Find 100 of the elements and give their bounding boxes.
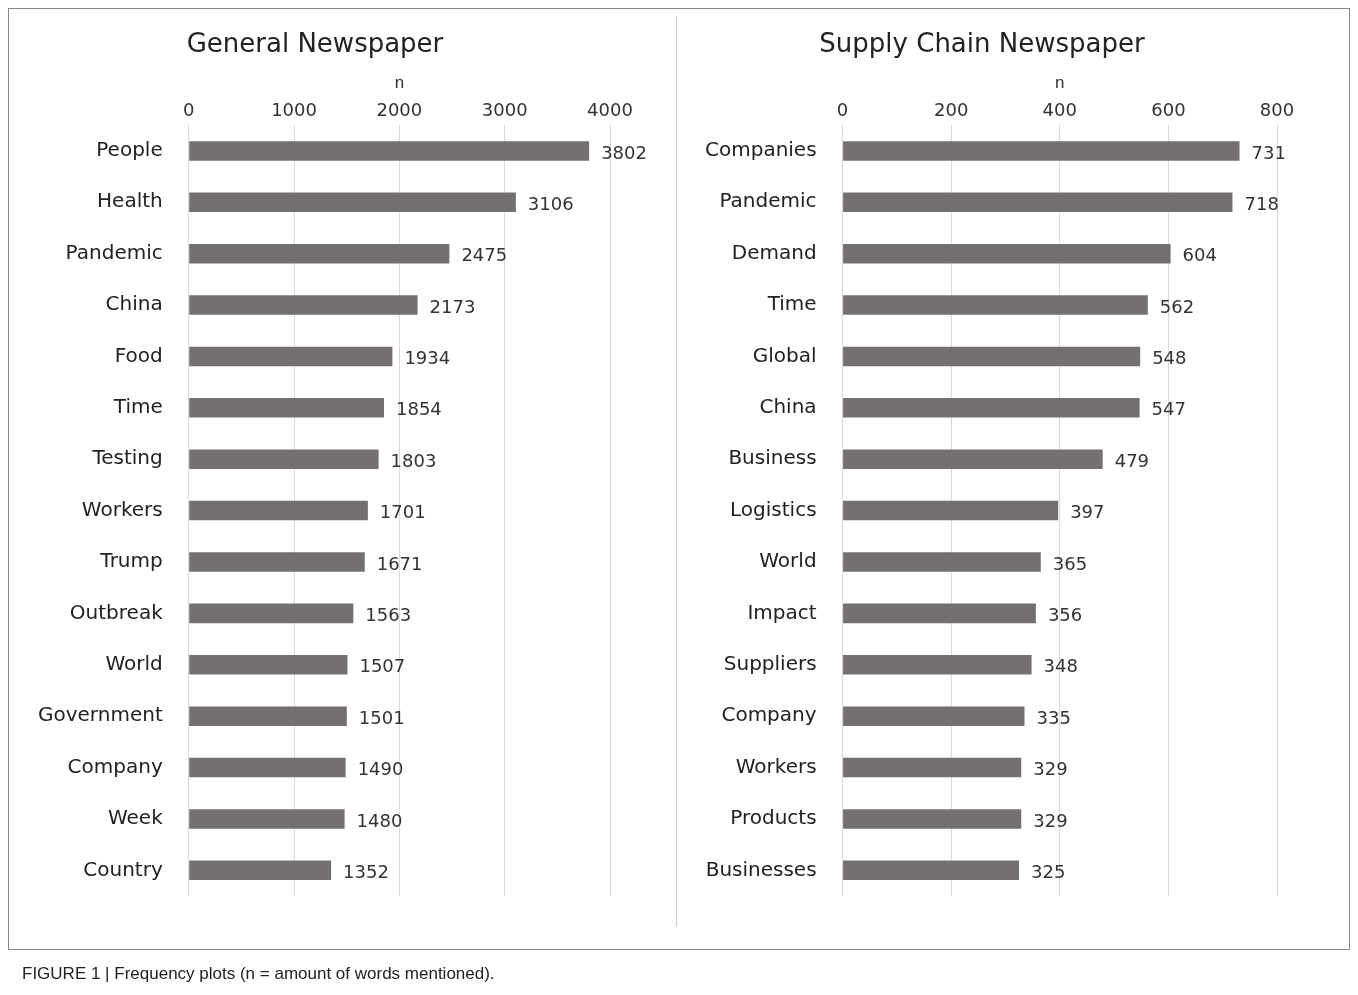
data-label: 335 xyxy=(1036,706,1071,728)
bar xyxy=(843,346,1141,367)
bar xyxy=(189,552,365,572)
y-tick-label: Health xyxy=(97,188,163,213)
y-tick-label: World xyxy=(759,548,817,573)
data-label: 348 xyxy=(1043,655,1078,677)
y-tick-label: Testing xyxy=(91,445,163,470)
bar xyxy=(189,500,368,521)
data-label: 731 xyxy=(1251,141,1286,163)
x-tick-label: 1000 xyxy=(271,99,317,121)
y-tick-label: Impact xyxy=(747,599,817,624)
bar xyxy=(843,398,1140,418)
bar xyxy=(189,757,346,778)
y-tick-label: Government xyxy=(37,702,163,727)
bar xyxy=(843,552,1041,572)
y-tick-label: Companies xyxy=(705,137,817,162)
data-label: 356 xyxy=(1047,604,1083,626)
data-label: 479 xyxy=(1114,449,1150,471)
y-tick-label: Products xyxy=(730,805,817,830)
data-label: 604 xyxy=(1182,244,1217,266)
bar xyxy=(189,603,354,624)
data-label: 325 xyxy=(1031,860,1066,882)
data-label: 1480 xyxy=(356,809,403,831)
data-label: 1563 xyxy=(365,604,412,626)
bar xyxy=(843,655,1032,675)
bar xyxy=(843,809,1022,829)
bar xyxy=(843,243,1171,264)
bar xyxy=(189,398,384,418)
bar xyxy=(189,295,418,315)
x-tick-label: 0 xyxy=(183,99,195,121)
y-tick-label: Time xyxy=(112,394,163,419)
caption: FIGURE 1 | Frequency plots (n = amount of words mentioned). xyxy=(22,964,495,984)
data-label: 365 xyxy=(1052,552,1088,574)
data-label: 1671 xyxy=(376,552,423,574)
y-tick-label: Time xyxy=(766,291,817,316)
y-tick-label: Demand xyxy=(731,239,817,264)
data-label: 1934 xyxy=(404,347,451,369)
bar xyxy=(189,141,590,161)
data-label: 548 xyxy=(1152,347,1187,369)
y-tick-label: Company xyxy=(721,702,817,727)
data-label: 329 xyxy=(1033,758,1068,780)
y-tick-label: Trump xyxy=(99,548,163,573)
bar xyxy=(189,706,347,726)
y-tick-label: Logistics xyxy=(730,496,817,521)
data-label: 1701 xyxy=(379,501,426,523)
x-tick-label: 200 xyxy=(934,99,969,121)
x-tick-label: 4000 xyxy=(587,99,633,121)
y-tick-label: Pandemic xyxy=(719,188,817,213)
x-tick-label: 600 xyxy=(1151,99,1186,121)
data-label: 1352 xyxy=(343,860,389,882)
y-tick-label: People xyxy=(96,137,163,162)
data-label: 1507 xyxy=(359,655,406,677)
bar xyxy=(843,706,1025,726)
y-tick-label: Company xyxy=(67,753,163,778)
bar xyxy=(189,192,516,213)
bar xyxy=(189,809,345,829)
data-label: 562 xyxy=(1159,295,1195,317)
data-label: 397 xyxy=(1070,501,1105,523)
x-axis-title: n xyxy=(1055,73,1065,93)
chart-title: General Newspaper xyxy=(186,28,444,59)
bar xyxy=(843,295,1148,315)
x-tick-label: 0 xyxy=(836,99,849,121)
data-label: 329 xyxy=(1033,809,1068,831)
data-label: 3106 xyxy=(527,192,574,214)
data-label: 547 xyxy=(1151,398,1186,420)
data-label: 1501 xyxy=(358,706,405,728)
data-label: 2173 xyxy=(429,295,476,317)
y-tick-label: Workers xyxy=(81,496,163,521)
x-tick-label: 800 xyxy=(1259,99,1295,121)
x-tick-label: 400 xyxy=(1042,99,1077,121)
bar xyxy=(843,141,1240,161)
y-tick-label: Business xyxy=(728,445,817,470)
y-tick-label: Outbreak xyxy=(69,599,164,624)
data-label: 1854 xyxy=(395,398,442,420)
data-label: 1803 xyxy=(390,449,437,471)
x-axis-title: n xyxy=(394,73,405,93)
y-tick-label: Pandemic xyxy=(65,239,163,264)
y-tick-label: Country xyxy=(83,856,163,881)
y-tick-label: Suppliers xyxy=(723,650,817,675)
y-tick-label: Food xyxy=(114,342,163,367)
y-tick-label: World xyxy=(105,650,163,675)
y-tick-label: China xyxy=(759,394,817,419)
bar xyxy=(843,192,1233,213)
bar xyxy=(843,500,1059,521)
bar xyxy=(189,243,450,264)
y-tick-label: Global xyxy=(752,342,817,367)
bar xyxy=(843,757,1022,778)
bar xyxy=(189,449,379,469)
y-tick-label: Week xyxy=(107,805,164,830)
bar xyxy=(189,655,348,675)
bar xyxy=(189,860,332,881)
data-label: 3802 xyxy=(601,141,647,163)
y-tick-label: China xyxy=(105,291,163,316)
bar xyxy=(189,346,393,367)
data-label: 718 xyxy=(1244,192,1279,214)
x-tick-label: 2000 xyxy=(376,99,423,121)
data-label: 1490 xyxy=(357,758,404,780)
y-tick-label: Businesses xyxy=(705,856,817,881)
bar xyxy=(843,449,1103,469)
x-tick-label: 3000 xyxy=(481,99,528,121)
